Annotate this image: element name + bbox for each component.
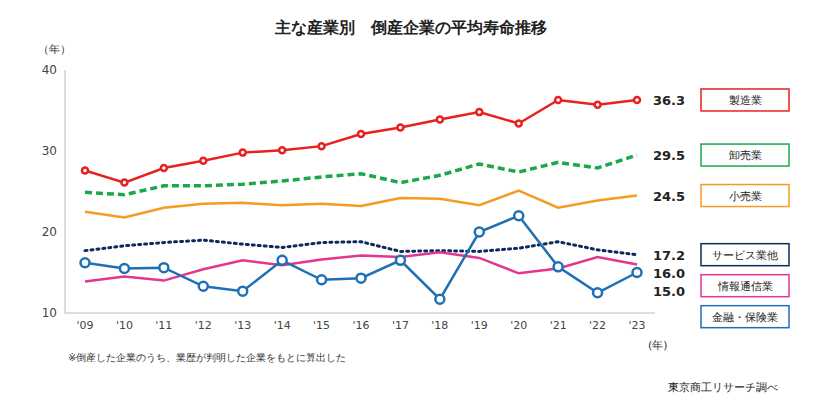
svg-text:'09: '09 xyxy=(76,319,93,332)
svg-text:'17: '17 xyxy=(392,319,409,332)
svg-text:20: 20 xyxy=(42,225,57,239)
svg-text:15.0: 15.0 xyxy=(653,284,685,299)
svg-text:金融・保険業: 金融・保険業 xyxy=(712,311,778,324)
svg-text:30: 30 xyxy=(42,144,57,158)
svg-text:'14: '14 xyxy=(274,319,291,332)
svg-text:情報通信業: 情報通信業 xyxy=(717,280,773,293)
svg-text:'16: '16 xyxy=(352,319,369,332)
html-text:※倒産した企業のうち、業歴が判明した企業をもとに算出した: ※倒産した企業のうち、業歴が判明した企業をもとに算出した xyxy=(68,352,347,363)
svg-text:'19: '19 xyxy=(471,319,488,332)
svg-text:'13: '13 xyxy=(234,319,251,332)
svg-text:24.5: 24.5 xyxy=(653,189,685,204)
svg-text:10: 10 xyxy=(42,306,57,320)
svg-text:'12: '12 xyxy=(195,319,212,332)
svg-text:40: 40 xyxy=(42,63,57,77)
svg-text:29.5: 29.5 xyxy=(653,148,685,163)
svg-text:'18: '18 xyxy=(431,319,448,332)
svg-text:36.3: 36.3 xyxy=(653,93,685,108)
html-text:主な産業別 倒産企業の平均寿命推移: 主な産業別 倒産企業の平均寿命推移 xyxy=(274,18,547,37)
svg-text:卸売業: 卸売業 xyxy=(729,149,762,162)
svg-text:'21: '21 xyxy=(550,319,567,332)
svg-text:サービス業他: サービス業他 xyxy=(712,249,778,262)
html-text:（年）: （年） xyxy=(38,43,71,56)
svg-text:'15: '15 xyxy=(313,319,330,332)
svg-text:'10: '10 xyxy=(116,319,133,332)
svg-text:16.0: 16.0 xyxy=(653,266,685,281)
svg-text:17.2: 17.2 xyxy=(653,248,685,263)
svg-text:'20: '20 xyxy=(510,319,527,332)
html-text:東京商工リサーチ調べ: 東京商工リサーチ調べ xyxy=(668,381,778,394)
html-text:(年): (年) xyxy=(648,339,668,352)
svg-text:製造業: 製造業 xyxy=(729,94,762,107)
svg-text:'22: '22 xyxy=(589,319,606,332)
svg-text:小売業: 小売業 xyxy=(729,190,762,203)
svg-text:'23: '23 xyxy=(628,319,645,332)
svg-text:'11: '11 xyxy=(155,319,172,332)
